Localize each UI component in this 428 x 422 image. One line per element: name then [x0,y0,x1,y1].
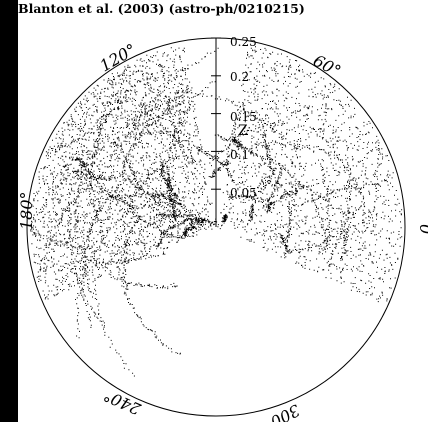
tick-label-0.25: 0.25 [230,35,257,49]
tick-label-0.05: 0.05 [230,186,257,200]
radial-axis-ticks [211,37,221,190]
tick-label-0.2: 0.2 [230,70,249,84]
tick-label-0.15: 0.15 [230,110,257,124]
angle-label-300: 300° [260,400,303,422]
angle-label-60: 60° [310,51,344,81]
angle-label-240: 240° [101,386,145,419]
angle-label-120: 120° [97,40,140,76]
left-black-bar [0,0,18,422]
angle-label-0: 0 [416,224,428,234]
tick-label-0.1: 0.1 [230,148,249,162]
figure-caption: Blanton et al. (2003) (astro-ph/0210215) [18,0,311,18]
angle-label-180: 180° [17,191,36,230]
radial-axis-label: Z [238,123,248,139]
